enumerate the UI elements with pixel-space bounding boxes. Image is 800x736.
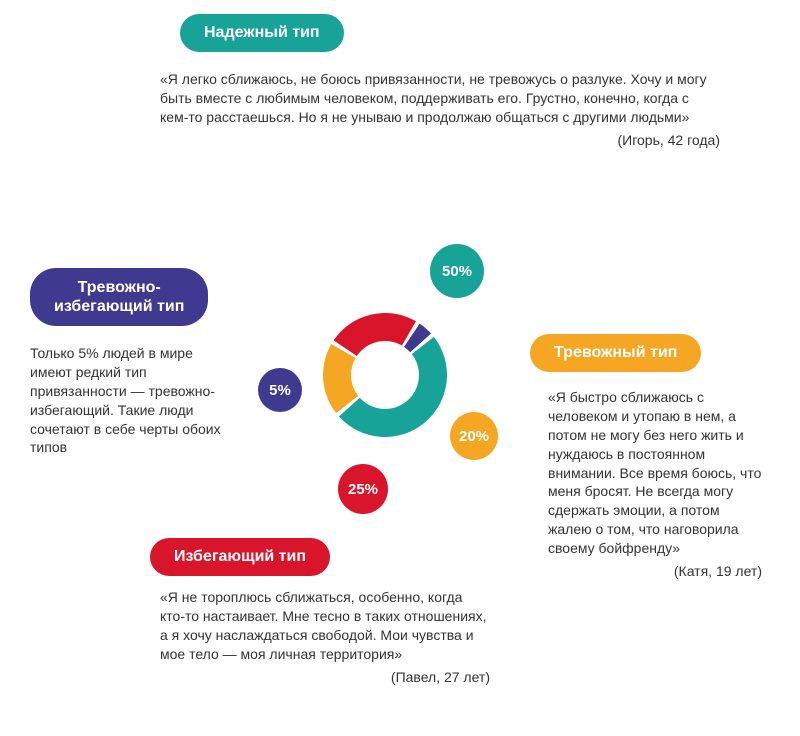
donut-segment-avoidant — [334, 313, 416, 356]
secure-pill: Надежный тип — [180, 14, 344, 52]
anxious-text-block: «Я быстро сближаюсь с человеком и утопаю… — [548, 388, 762, 581]
donut-chart — [310, 300, 460, 450]
anxious-attribution: (Катя, 19 лет) — [548, 562, 762, 581]
anxious-avoidant-pill-label: Тревожно- избегающий тип — [54, 279, 184, 315]
avoidant-pill: Избегающий тип — [150, 538, 330, 576]
anxious-avoidant-pill: Тревожно- избегающий тип — [30, 268, 208, 326]
anxious-avoidant-badge: 5% — [258, 368, 302, 412]
anxious-avoidant-badge-label: 5% — [269, 382, 291, 399]
anxious-pill-label: Тревожный тип — [554, 344, 677, 361]
anxious-badge-label: 20% — [459, 428, 489, 445]
anxious-badge: 20% — [450, 412, 498, 460]
secure-text: «Я легко сближаюсь, не боюсь привязаннос… — [160, 70, 720, 127]
avoidant-badge: 25% — [338, 464, 388, 514]
anxious-pill: Тревожный тип — [530, 334, 701, 372]
secure-pill-label: Надежный тип — [204, 24, 320, 41]
avoidant-pill-label: Избегающий тип — [174, 548, 306, 565]
donut-svg — [310, 300, 460, 450]
avoidant-badge-label: 25% — [348, 481, 378, 498]
avoidant-text: «Я не тороплюсь сближаться, особенно, ко… — [160, 588, 490, 664]
anxious-avoidant-text: Только 5% людей в мире имеют редкий тип … — [30, 344, 236, 457]
anxious-text: «Я быстро сближаюсь с человеком и утопаю… — [548, 388, 762, 558]
secure-badge: 50% — [430, 244, 484, 298]
secure-attribution: (Игорь, 42 года) — [160, 131, 720, 150]
avoidant-attribution: (Павел, 27 лет) — [160, 668, 490, 687]
secure-text-block: «Я легко сближаюсь, не боюсь привязаннос… — [160, 70, 720, 150]
anxious-avoidant-text-block: Только 5% людей в мире имеют редкий тип … — [30, 344, 236, 457]
avoidant-text-block: «Я не тороплюсь сближаться, особенно, ко… — [160, 588, 490, 686]
secure-badge-label: 50% — [442, 263, 472, 280]
donut-segment-anxious — [323, 344, 358, 413]
